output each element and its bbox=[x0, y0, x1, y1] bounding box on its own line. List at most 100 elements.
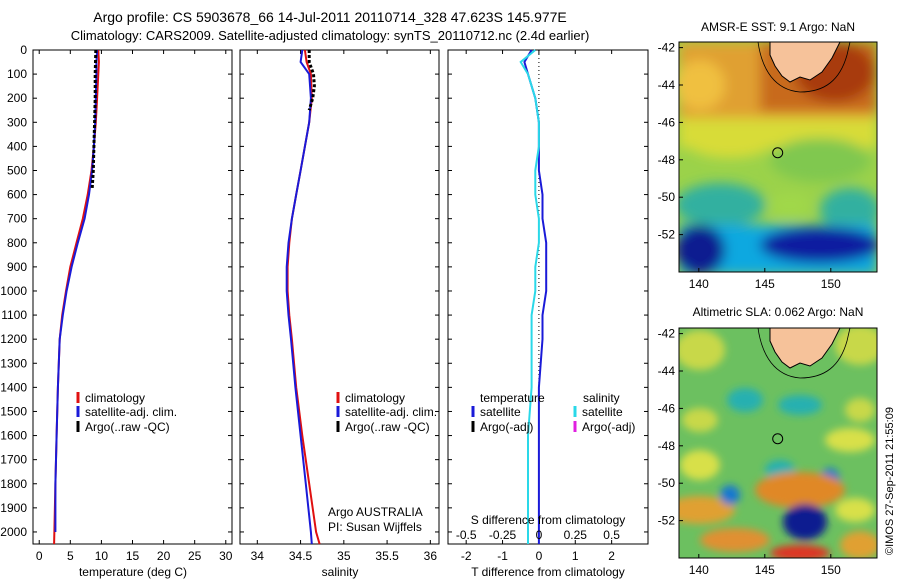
legend-label-satellite: satellite-adj. clim. bbox=[85, 405, 177, 419]
legend-label-sal-satellite: satellite bbox=[582, 405, 623, 419]
difference-top-label: S difference from climatology bbox=[471, 513, 626, 527]
x-tick-label: 15 bbox=[126, 549, 140, 563]
argo-pi: PI: Susan Wijffels bbox=[328, 520, 422, 534]
salinity-diff-ticklabels: -0.5 -0.25 0 0.25 0.5 bbox=[456, 528, 620, 542]
sla-map-axes: 140 145 150 -42 -44 -46 -48 -50 -52 bbox=[658, 327, 841, 577]
series-line-satellite-adj-clim- bbox=[54, 49, 99, 532]
sst-map-frame bbox=[678, 41, 878, 273]
difference-xlabel: T difference from climatology bbox=[471, 565, 625, 579]
series-line-salinity-satellite bbox=[519, 49, 540, 544]
argo-location-marker bbox=[772, 433, 784, 445]
map-y-tick-label: -42 bbox=[658, 41, 676, 55]
legend-label-temp-argo: Argo(-adj) bbox=[480, 420, 533, 434]
x-tick-label: -1 bbox=[497, 549, 508, 563]
salinity-plot: 34 34.5 35 35.5 36 bbox=[240, 49, 439, 563]
s-diff-tick-label: 0 bbox=[536, 528, 543, 542]
x-tick-label: 34 bbox=[251, 549, 265, 563]
salinity-xlabel: salinity bbox=[322, 565, 359, 579]
map-x-tick-label: 150 bbox=[821, 277, 841, 291]
difference-plot: -2 -1 0 1 2 bbox=[448, 49, 648, 563]
depth-tick-label: 800 bbox=[7, 236, 27, 250]
map-y-tick-label: -44 bbox=[658, 364, 676, 378]
map-x-tick-label: 145 bbox=[755, 563, 775, 577]
map-y-tick-label: -48 bbox=[658, 153, 676, 167]
argo-institution: Argo AUSTRALIA bbox=[328, 505, 423, 519]
s-diff-tick-label: -0.5 bbox=[456, 528, 477, 542]
x-tick-label: 30 bbox=[219, 549, 233, 563]
legend-label-climatology: climatology bbox=[345, 391, 405, 405]
depth-tick-label: 2000 bbox=[0, 525, 27, 539]
depth-tick-label: 1700 bbox=[0, 453, 27, 467]
x-tick-label: 0 bbox=[536, 549, 543, 563]
imos-timestamp: ©IMOS 27-Sep-2011 21:55:09 bbox=[884, 407, 896, 555]
legend-header-salinity: salinity bbox=[583, 391, 620, 405]
map-y-tick-label: -50 bbox=[658, 190, 676, 204]
depth-tick-label: 1300 bbox=[0, 356, 27, 370]
map-y-tick-label: -50 bbox=[658, 476, 676, 490]
depth-tick-label: 1400 bbox=[0, 380, 27, 394]
depth-tick-label: 900 bbox=[7, 260, 27, 274]
temperature-plot: 0 5 10 15 20 25 30 bbox=[33, 49, 233, 563]
x-tick-label: 10 bbox=[95, 549, 109, 563]
legend-label-argo: Argo(..raw -QC) bbox=[85, 420, 170, 434]
depth-tick-label: 1600 bbox=[0, 429, 27, 443]
depth-tick-label: 1800 bbox=[0, 477, 27, 491]
header-subtitle: Climatology: CARS2009. Satellite-adjuste… bbox=[71, 28, 590, 43]
x-tick-label: 34.5 bbox=[289, 549, 313, 563]
map-y-tick-label: -52 bbox=[658, 228, 676, 242]
depth-tick-label: 700 bbox=[7, 212, 27, 226]
x-tick-label: 36 bbox=[424, 549, 438, 563]
map-x-tick-label: 150 bbox=[821, 563, 841, 577]
x-tick-label: 35 bbox=[337, 549, 351, 563]
series-line-satellite-adj-clim- bbox=[285, 49, 313, 545]
sla-map bbox=[679, 328, 877, 558]
difference-legend: temperature salinity satellite Argo(-adj… bbox=[471, 391, 635, 434]
depth-tick-label: 1000 bbox=[0, 284, 27, 298]
map-y-tick-label: -44 bbox=[658, 78, 676, 92]
depth-tick-label: 400 bbox=[7, 139, 27, 153]
argo-location-marker bbox=[772, 147, 784, 159]
salinity-legend: climatology satellite-adj. clim. Argo(..… bbox=[336, 391, 437, 434]
legend-label-sal-argo: Argo(-adj) bbox=[582, 420, 635, 434]
x-tick-label: 35.5 bbox=[375, 549, 399, 563]
depth-tick-label: 0 bbox=[20, 43, 27, 57]
x-tick-label: 0 bbox=[36, 549, 43, 563]
series-line-climatology bbox=[53, 49, 100, 545]
series-line-argo-raw-qc- bbox=[90, 49, 98, 190]
depth-tick-label: 1900 bbox=[0, 501, 27, 515]
temperature-xlabel: temperature (deg C) bbox=[79, 565, 187, 579]
x-tick-label: 1 bbox=[572, 549, 579, 563]
sla-map-frame bbox=[678, 327, 878, 559]
map-x-tick-label: 140 bbox=[689, 277, 709, 291]
x-tick-label: -2 bbox=[461, 549, 472, 563]
legend-label-climatology: climatology bbox=[85, 391, 145, 405]
depth-tick-label: 1200 bbox=[0, 332, 27, 346]
depth-tick-label: 100 bbox=[7, 67, 27, 81]
map-y-tick-label: -46 bbox=[658, 115, 676, 129]
header-title: Argo profile: CS 5903678_66 14-Jul-2011 … bbox=[93, 9, 567, 25]
sst-map-axes: 140 145 150 -42 -44 -46 -48 -50 -52 bbox=[658, 41, 841, 291]
legend-label-satellite: satellite-adj. clim. bbox=[345, 405, 437, 419]
map-x-tick-label: 145 bbox=[755, 277, 775, 291]
x-tick-label: 5 bbox=[67, 549, 74, 563]
series-line-argo-raw-qc- bbox=[307, 50, 316, 111]
difference-panel-frame bbox=[447, 49, 649, 545]
bathymetry-contour bbox=[757, 42, 851, 93]
x-tick-label: 2 bbox=[608, 549, 615, 563]
s-diff-tick-label: 0.5 bbox=[603, 528, 620, 542]
s-diff-tick-label: 0.25 bbox=[564, 528, 588, 542]
depth-tick-label: 1500 bbox=[0, 404, 27, 418]
depth-tick-label: 200 bbox=[7, 91, 27, 105]
legend-header-temperature: temperature bbox=[480, 391, 545, 405]
depth-axis: 0 100 200 300 400 500 600 700 800 900 1000 1100 1200… bbox=[0, 43, 27, 539]
sst-map-title: AMSR-E SST: 9.1 Argo: NaN bbox=[701, 20, 855, 34]
map-y-tick-label: -46 bbox=[658, 401, 676, 415]
map-y-tick-label: -52 bbox=[658, 514, 676, 528]
sla-map-title: Altimetric SLA: 0.062 Argo: NaN bbox=[693, 305, 864, 319]
s-diff-tick-label: -0.25 bbox=[489, 528, 517, 542]
legend-label-temp-satellite: satellite bbox=[480, 405, 521, 419]
tasmania-land bbox=[769, 328, 841, 369]
depth-tick-label: 600 bbox=[7, 188, 27, 202]
bathymetry-contour bbox=[757, 328, 851, 379]
